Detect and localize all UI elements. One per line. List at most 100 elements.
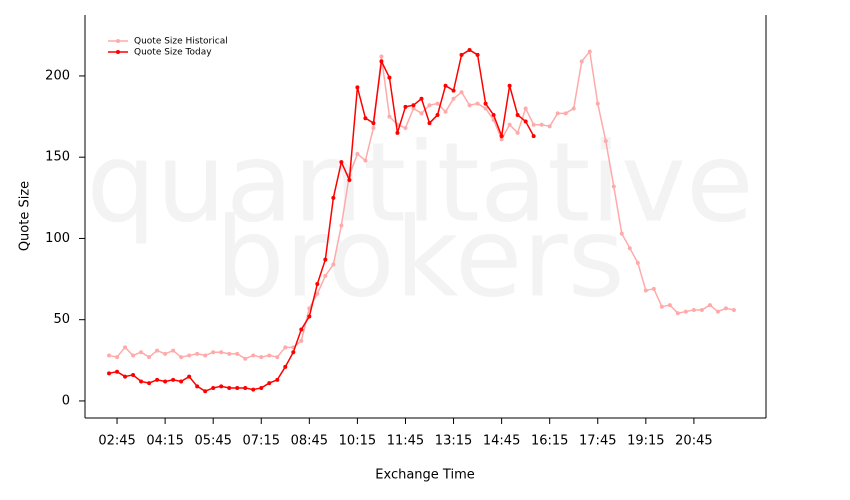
point xyxy=(291,350,296,355)
point xyxy=(483,101,488,106)
point xyxy=(507,83,512,88)
x-tick-label: 08:45 xyxy=(291,434,328,449)
point xyxy=(331,262,336,267)
point xyxy=(299,327,304,332)
point xyxy=(395,130,400,135)
point xyxy=(387,75,392,80)
point xyxy=(259,355,264,360)
point xyxy=(363,116,368,121)
point xyxy=(107,353,112,358)
point xyxy=(187,374,192,379)
point xyxy=(339,223,344,228)
x-tick-label: 19:15 xyxy=(627,434,664,449)
point xyxy=(627,246,632,251)
point xyxy=(715,309,720,314)
point xyxy=(243,356,248,361)
point xyxy=(595,101,600,106)
point xyxy=(379,54,384,59)
point xyxy=(251,387,256,392)
point xyxy=(699,307,704,312)
point xyxy=(683,309,688,314)
point xyxy=(467,103,472,108)
watermark: brokers xyxy=(215,193,625,321)
point xyxy=(499,134,504,139)
point xyxy=(179,379,184,384)
point xyxy=(515,130,520,135)
point xyxy=(411,106,416,111)
point xyxy=(635,260,640,265)
point xyxy=(355,85,360,90)
point xyxy=(419,96,424,101)
point xyxy=(115,355,120,360)
point xyxy=(419,111,424,116)
point xyxy=(147,381,152,386)
point xyxy=(643,288,648,293)
point xyxy=(307,314,312,319)
point xyxy=(171,377,176,382)
point xyxy=(259,385,264,390)
point xyxy=(435,112,440,117)
y-tick-label: 150 xyxy=(45,150,70,165)
x-tick-label: 07:15 xyxy=(243,434,280,449)
point xyxy=(163,379,168,384)
point xyxy=(603,138,608,143)
point xyxy=(139,379,144,384)
point xyxy=(179,355,184,360)
x-tick-label: 16:15 xyxy=(531,434,568,449)
point xyxy=(163,351,168,356)
point xyxy=(371,121,376,126)
point xyxy=(235,351,240,356)
point xyxy=(443,83,448,88)
point xyxy=(443,109,448,114)
x-tick-label: 05:45 xyxy=(194,434,231,449)
point xyxy=(323,273,328,278)
point xyxy=(123,374,128,379)
point xyxy=(427,121,432,126)
point xyxy=(691,307,696,312)
point xyxy=(523,119,528,124)
point xyxy=(539,122,544,127)
point xyxy=(707,303,712,308)
point xyxy=(219,384,224,389)
watermark: quantitative xyxy=(86,118,753,246)
point xyxy=(459,52,464,57)
point xyxy=(339,160,344,165)
point xyxy=(483,106,488,111)
x-tick-label: 13:15 xyxy=(435,434,472,449)
point xyxy=(579,59,584,64)
point xyxy=(611,184,616,189)
point xyxy=(667,303,672,308)
point xyxy=(283,345,288,350)
point xyxy=(275,377,280,382)
point xyxy=(315,291,320,296)
point xyxy=(203,389,208,394)
x-tick-label: 11:45 xyxy=(387,434,424,449)
point xyxy=(563,111,568,116)
point xyxy=(219,350,224,355)
point xyxy=(587,49,592,54)
point xyxy=(235,385,240,390)
point xyxy=(227,385,232,390)
x-tick-label: 20:45 xyxy=(675,434,712,449)
point xyxy=(115,369,120,374)
point xyxy=(451,96,456,101)
point xyxy=(267,381,272,386)
point xyxy=(371,125,376,130)
point xyxy=(427,103,432,108)
point xyxy=(139,350,144,355)
point xyxy=(651,286,656,291)
point xyxy=(435,101,440,106)
point xyxy=(467,47,472,52)
point xyxy=(195,384,200,389)
point xyxy=(171,348,176,353)
point xyxy=(331,195,336,200)
point xyxy=(731,307,736,312)
point xyxy=(491,112,496,117)
legend-label: Quote Size Today xyxy=(134,48,212,58)
point xyxy=(251,353,256,358)
x-tick-label: 02:45 xyxy=(98,434,135,449)
point xyxy=(275,355,280,360)
point xyxy=(243,385,248,390)
legend-marker xyxy=(116,39,120,43)
